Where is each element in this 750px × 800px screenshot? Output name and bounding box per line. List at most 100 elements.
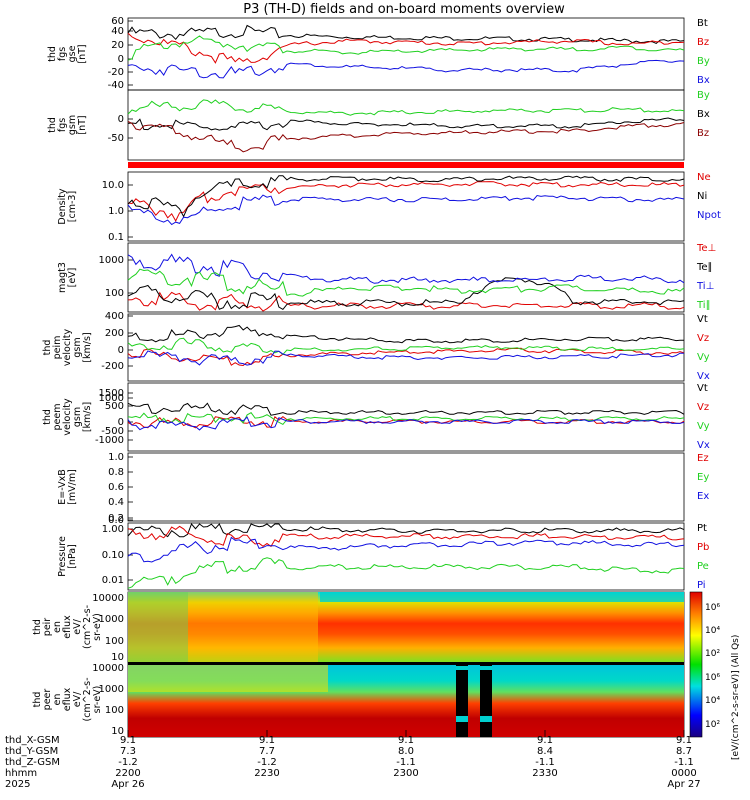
series-line-fgs-gsm-By bbox=[127, 99, 685, 116]
colorbar-tick-6: 10² bbox=[705, 720, 720, 730]
panel-efield: 1.0 0.8 0.6 0.4 0.20.0 E=-VxB [mV/m] Ez Ey Ex bbox=[57, 452, 709, 526]
y-axis-label: thd bbox=[32, 692, 43, 708]
y-axis-label: thd bbox=[47, 117, 58, 133]
y-axis-label: gsm bbox=[67, 115, 78, 135]
y-tick-label: 1.00 bbox=[102, 524, 124, 535]
y-tick-label: 10 bbox=[111, 652, 124, 663]
legend-Vx: Vx bbox=[697, 371, 710, 382]
x-tick-label: 7.7 bbox=[259, 746, 275, 757]
series-line-fgs-gse-Bt bbox=[127, 24, 685, 44]
x-tick-label: 7.3 bbox=[120, 746, 136, 757]
y-axis-label: gsm bbox=[72, 407, 83, 427]
colorbar-label: [eV/(cm^2-s-sr-eV)] (All Qs) bbox=[731, 635, 741, 760]
y-axis-label: [eV] bbox=[67, 268, 78, 288]
y-axis-label: thd bbox=[42, 340, 53, 356]
x-tick-label: 9.1 bbox=[676, 735, 692, 746]
legend-Bz: Bz bbox=[697, 37, 709, 48]
legend-Pb: Pb bbox=[697, 542, 709, 553]
y-axis-label: magt3 bbox=[57, 262, 68, 293]
legend-Vt: Vt bbox=[697, 314, 708, 325]
x-row-label: hhmm bbox=[5, 768, 37, 779]
y-tick-label: 0.0 bbox=[108, 515, 124, 526]
y-tick-label: 1.0 bbox=[108, 452, 124, 463]
y-tick-label: 0 bbox=[118, 345, 124, 356]
y-axis-label: en bbox=[52, 621, 63, 633]
x-tick-label: 0000 bbox=[671, 768, 696, 779]
colorbar-tick-1: 10⁶ bbox=[705, 603, 720, 613]
x-row-label: thd_Y-GSM bbox=[5, 746, 58, 757]
legend-Pi: Pi bbox=[697, 580, 706, 591]
x-tick-label: 2300 bbox=[393, 768, 418, 779]
legend-Pt: Pt bbox=[697, 523, 707, 534]
panel-peim-velocity: 400 200 0 -200 thd peim velocity gsm [km/s] Vt Vz V… bbox=[42, 311, 710, 382]
series-line-peem-velocity-Vt bbox=[127, 402, 685, 416]
series-line-peim-velocity-Vx bbox=[127, 350, 684, 366]
y-tick-label: 10000 bbox=[92, 663, 124, 674]
series-line-temperature-Te⊥ bbox=[127, 291, 685, 312]
series-line-peim-velocity-Vt bbox=[127, 324, 685, 344]
mode-bar bbox=[128, 162, 684, 168]
legend-By: By bbox=[697, 56, 710, 67]
x-tick-label: Apr 26 bbox=[111, 779, 144, 790]
y-axis-label: velocity bbox=[62, 329, 73, 367]
x-tick-label: 2230 bbox=[254, 768, 279, 779]
series-line-pressure-Pe bbox=[127, 557, 685, 589]
y-axis-label: fgs bbox=[57, 47, 68, 61]
x-row-label: thd_X-GSM bbox=[5, 735, 60, 746]
legend-Ti⊥: Ti⊥ bbox=[696, 281, 714, 292]
y-axis-label: [nT] bbox=[77, 115, 88, 134]
y-axis-label: [mV/m] bbox=[67, 469, 78, 505]
y-axis-label: velocity bbox=[62, 398, 73, 436]
series-line-fgs-gsm-Bx bbox=[127, 117, 685, 131]
y-axis-label: gse bbox=[67, 45, 78, 62]
y-axis-label: thd bbox=[32, 619, 43, 635]
series-line-peim-velocity-Vy bbox=[127, 337, 685, 356]
y-tick-label: 10000 bbox=[92, 593, 124, 604]
colorbar bbox=[689, 591, 703, 738]
x-row-label: 2025 bbox=[5, 779, 30, 790]
colorbar-tick-3: 10² bbox=[705, 649, 720, 659]
y-tick-label: 0 bbox=[118, 114, 124, 125]
legend-Ne: Ne bbox=[697, 172, 711, 183]
legend-Bt: Bt bbox=[697, 18, 708, 29]
series-line-pressure-Pb bbox=[127, 525, 685, 548]
panel-frame bbox=[127, 313, 685, 382]
y-tick-label: -500 bbox=[101, 426, 124, 437]
legend-By: By bbox=[697, 90, 710, 101]
series-line-fgs-gse-By bbox=[127, 35, 685, 61]
legend-Vy: Vy bbox=[697, 352, 710, 363]
y-tick-label: -20 bbox=[108, 67, 124, 78]
legend-Bx: Bx bbox=[697, 109, 710, 120]
y-tick-label: -40 bbox=[108, 80, 124, 91]
legend-Npot: Npot bbox=[697, 210, 721, 221]
y-tick-label: -50 bbox=[108, 133, 124, 144]
y-tick-label: 500 bbox=[105, 401, 124, 412]
x-tick-label: 8.0 bbox=[398, 746, 414, 757]
y-axis-label: peer bbox=[42, 689, 53, 711]
x-tick-label: 9.1 bbox=[259, 735, 275, 746]
x-tick-label: -1.1 bbox=[674, 757, 694, 768]
legend-Ti∥: Ti∥ bbox=[696, 300, 711, 311]
y-axis-label: thd bbox=[47, 46, 58, 62]
series-line-fgs-gse-Bz bbox=[127, 32, 685, 64]
y-axis-label: [nT] bbox=[77, 44, 88, 63]
y-tick-label: 10 bbox=[111, 726, 124, 737]
panel-frame bbox=[127, 89, 685, 161]
y-tick-label: 100 bbox=[105, 288, 124, 299]
series-line-density-Npot bbox=[127, 194, 685, 226]
panel-fgs-gsm: 0 -50 thd fgs gsm [nT] By Bx Bz bbox=[47, 89, 710, 161]
y-tick-label: 0.10 bbox=[102, 550, 124, 561]
series-line-fgs-gsm-Bz bbox=[127, 121, 685, 153]
x-tick-label: 2200 bbox=[115, 768, 140, 779]
legend-Vx: Vx bbox=[697, 440, 710, 451]
y-tick-label: 0.01 bbox=[102, 575, 124, 586]
panel-frame bbox=[127, 452, 685, 522]
colorbar-tick-4: 10⁶ bbox=[705, 673, 720, 683]
x-tick-label: 8.7 bbox=[676, 746, 692, 757]
y-axis-label: thd bbox=[42, 409, 53, 425]
legend-Vz: Vz bbox=[697, 402, 709, 413]
series-line-peem-velocity-Vy bbox=[127, 412, 685, 426]
